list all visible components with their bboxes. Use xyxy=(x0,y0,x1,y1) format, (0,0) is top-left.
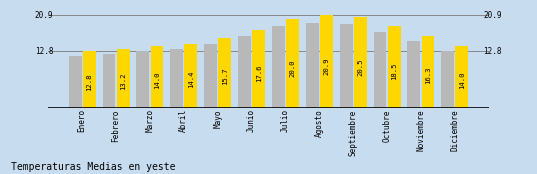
Bar xyxy=(320,15,333,108)
Bar xyxy=(150,46,163,108)
Bar xyxy=(170,49,183,108)
Text: 18.5: 18.5 xyxy=(391,62,397,80)
Text: 17.6: 17.6 xyxy=(256,64,262,81)
Text: 12.8: 12.8 xyxy=(35,47,53,56)
Bar xyxy=(286,19,299,108)
Text: 13.2: 13.2 xyxy=(120,73,126,90)
Text: 20.9: 20.9 xyxy=(35,11,53,20)
Text: 14.0: 14.0 xyxy=(459,71,465,89)
Bar xyxy=(408,41,420,108)
Text: Temperaturas Medias en yeste: Temperaturas Medias en yeste xyxy=(11,162,175,172)
Bar xyxy=(103,54,115,108)
Bar xyxy=(455,46,468,108)
Bar xyxy=(83,51,96,108)
Text: 15.7: 15.7 xyxy=(222,68,228,85)
Text: 20.0: 20.0 xyxy=(289,59,295,77)
Bar xyxy=(204,44,217,108)
Bar xyxy=(306,23,318,108)
Bar xyxy=(374,32,387,108)
Bar xyxy=(339,24,352,108)
Bar xyxy=(422,36,434,108)
Text: 20.9: 20.9 xyxy=(323,57,329,75)
Bar xyxy=(238,36,251,108)
Bar xyxy=(69,56,82,108)
Bar xyxy=(136,51,149,108)
Bar xyxy=(354,17,367,108)
Bar xyxy=(117,49,129,108)
Text: 20.5: 20.5 xyxy=(357,58,364,76)
Text: 12.8: 12.8 xyxy=(484,47,502,56)
Bar xyxy=(272,26,285,108)
Bar xyxy=(441,51,454,108)
Bar xyxy=(388,26,401,108)
Bar xyxy=(185,44,198,108)
Text: 16.3: 16.3 xyxy=(425,67,431,84)
Text: 12.8: 12.8 xyxy=(86,74,92,91)
Text: 14.0: 14.0 xyxy=(154,71,160,89)
Text: 20.9: 20.9 xyxy=(484,11,502,20)
Bar xyxy=(252,30,265,108)
Bar xyxy=(219,38,231,108)
Text: 14.4: 14.4 xyxy=(188,70,194,88)
